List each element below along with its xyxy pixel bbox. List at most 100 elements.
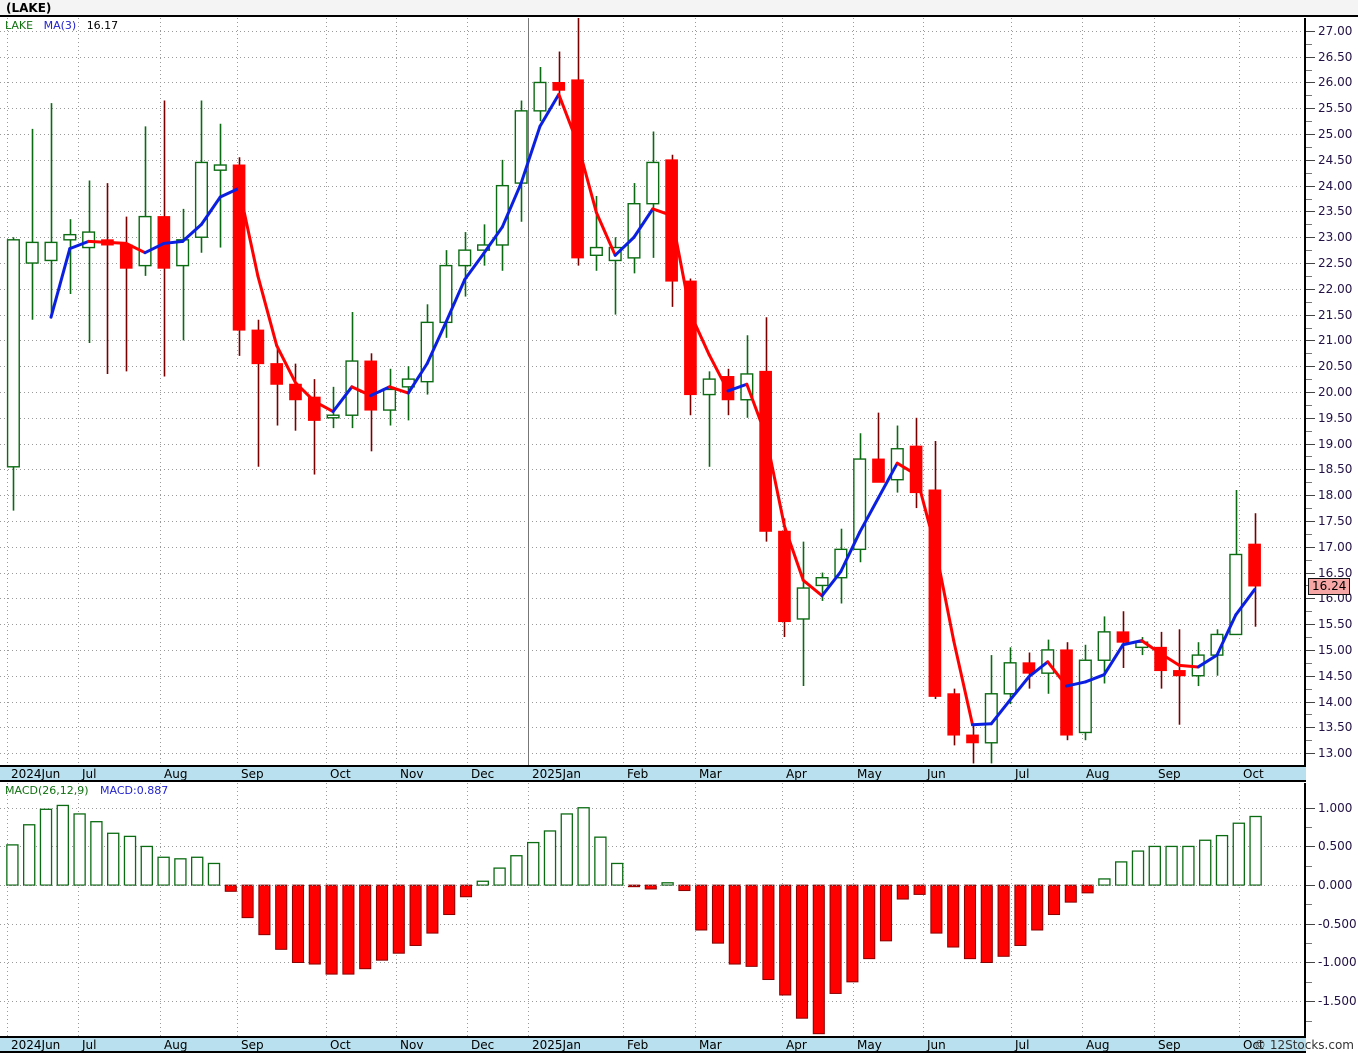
price-plot-area[interactable] bbox=[0, 18, 1304, 766]
price-axis-minor-tick bbox=[1306, 250, 1312, 252]
price-axis-minor-tick bbox=[1306, 714, 1312, 716]
price-axis-tick bbox=[1306, 185, 1315, 187]
date-axis-label: Nov bbox=[400, 767, 424, 781]
price-axis-tick bbox=[1306, 366, 1315, 368]
date-axis-label: Jun bbox=[927, 1038, 946, 1052]
price-axis-label: 22.00 bbox=[1318, 281, 1353, 296]
price-axis-minor-tick bbox=[1306, 198, 1312, 200]
date-axis-top: 2024Jun Jul Aug Sep Oct Nov Dec 2025Jan Feb Mar Ap… bbox=[0, 765, 1306, 782]
price-axis-label: 15.50 bbox=[1318, 617, 1353, 632]
price-axis-label: 14.00 bbox=[1318, 694, 1353, 709]
macd-plot-area[interactable] bbox=[0, 783, 1304, 1036]
price-axis-label: 20.50 bbox=[1318, 359, 1353, 374]
date-axis-label: Dec bbox=[471, 767, 495, 781]
date-axis-label: 2025Jan bbox=[532, 767, 582, 781]
price-axis-minor-tick bbox=[1306, 69, 1312, 71]
date-axis-label: Oct bbox=[330, 767, 351, 781]
price-axis-minor-tick bbox=[1306, 662, 1312, 664]
price-axis-minor-tick bbox=[1306, 224, 1312, 226]
price-axis-tick bbox=[1306, 701, 1315, 703]
date-axis-label: Aug bbox=[1086, 767, 1110, 781]
macd-axis: 1.000 0.500 0.000 -0.500 -1.000 -1.500 bbox=[1306, 783, 1360, 1036]
macd-axis-minor-tick bbox=[1306, 943, 1312, 945]
price-candlestick-svg bbox=[0, 18, 1304, 766]
date-axis-label: Sep bbox=[241, 767, 264, 781]
price-axis-label: 18.00 bbox=[1318, 488, 1353, 503]
macd-axis-tick bbox=[1306, 885, 1315, 887]
price-axis-tick bbox=[1306, 598, 1315, 600]
date-axis-bottom: 2024Jun Jul Aug Sep Oct Nov Dec 2025Jan Feb Mar Ap… bbox=[0, 1036, 1306, 1053]
price-axis-tick bbox=[1306, 314, 1315, 316]
right-gutter bbox=[1358, 0, 1360, 1036]
date-axis-label: Sep bbox=[241, 1038, 264, 1052]
price-axis-label: 21.50 bbox=[1318, 307, 1353, 322]
price-axis-minor-tick bbox=[1306, 430, 1312, 432]
macd-axis-tick bbox=[1306, 1001, 1315, 1003]
date-axis-label: Dec bbox=[471, 1038, 495, 1052]
price-axis-minor-tick bbox=[1306, 172, 1312, 174]
macd-histogram-svg bbox=[0, 783, 1304, 1036]
watermark: © 12Stocks.com bbox=[1254, 1038, 1354, 1052]
price-legend: LAKE MA(3) 16.17 bbox=[5, 19, 118, 32]
price-axis-label: 20.00 bbox=[1318, 385, 1353, 399]
date-axis-label: Mar bbox=[699, 767, 722, 781]
price-axis-label: 23.50 bbox=[1318, 204, 1353, 219]
price-axis-minor-tick bbox=[1306, 508, 1312, 510]
price-axis-minor-tick bbox=[1306, 688, 1312, 690]
price-axis-minor-tick bbox=[1306, 740, 1312, 742]
macd-axis-minor-tick bbox=[1306, 1020, 1312, 1022]
macd-axis-minor-tick bbox=[1306, 904, 1312, 906]
price-axis-tick bbox=[1306, 30, 1315, 32]
date-axis-label: Aug bbox=[164, 767, 188, 781]
price-axis-tick bbox=[1306, 572, 1315, 574]
price-axis-tick bbox=[1306, 417, 1315, 419]
date-axis-label: Sep bbox=[1158, 1038, 1181, 1052]
date-axis-label: Oct bbox=[1243, 1038, 1264, 1052]
date-axis-label: Apr bbox=[786, 767, 807, 781]
price-axis-label: 23.00 bbox=[1318, 230, 1353, 245]
price-axis-tick bbox=[1306, 340, 1315, 342]
date-axis-label: Feb bbox=[627, 767, 649, 781]
macd-axis-label: 1.000 bbox=[1318, 800, 1353, 815]
price-axis-label: 15.00 bbox=[1318, 642, 1353, 657]
price-axis-tick bbox=[1306, 237, 1315, 239]
legend-symbol: LAKE bbox=[5, 19, 34, 32]
price-axis-minor-tick bbox=[1306, 559, 1312, 561]
price-axis-tick bbox=[1306, 675, 1315, 677]
price-axis-label: 17.50 bbox=[1318, 513, 1353, 528]
price-axis-label: 27.00 bbox=[1318, 23, 1353, 38]
date-axis-label: Aug bbox=[164, 1038, 188, 1052]
price-axis-tick bbox=[1306, 469, 1315, 471]
macd-axis-minor-tick bbox=[1306, 865, 1312, 867]
date-axis-label: Aug bbox=[1086, 1038, 1110, 1052]
price-chart-panel[interactable]: LAKE MA(3) 16.17 bbox=[0, 18, 1306, 766]
date-axis-label: May bbox=[857, 767, 882, 781]
date-axis-label: 2024Jun bbox=[11, 1038, 61, 1052]
price-axis-tick bbox=[1306, 108, 1315, 110]
price-axis-minor-tick bbox=[1306, 379, 1312, 381]
price-axis-tick bbox=[1306, 624, 1315, 626]
price-axis-label: 19.50 bbox=[1318, 410, 1353, 425]
price-axis-tick bbox=[1306, 495, 1315, 497]
macd-axis-label: -0.500 bbox=[1318, 916, 1357, 931]
date-axis-label: Oct bbox=[330, 1038, 351, 1052]
price-axis-tick bbox=[1306, 443, 1315, 445]
date-axis-label: Jul bbox=[1015, 1038, 1030, 1052]
macd-chart-panel[interactable]: MACD(26,12,9) MACD:0.887 bbox=[0, 783, 1306, 1036]
macd-axis-label: 0.000 bbox=[1318, 878, 1353, 893]
legend-value: 16.17 bbox=[86, 19, 119, 32]
price-axis-tick bbox=[1306, 288, 1315, 290]
macd-axis-label: -1.500 bbox=[1318, 994, 1357, 1009]
macd-legend: MACD(26,12,9) MACD:0.887 bbox=[5, 784, 168, 797]
price-axis-label: 25.00 bbox=[1318, 127, 1353, 142]
macd-axis-tick bbox=[1306, 807, 1315, 809]
price-axis-minor-tick bbox=[1306, 275, 1312, 277]
price-axis-minor-tick bbox=[1306, 146, 1312, 148]
date-axis-label: Sep bbox=[1158, 767, 1181, 781]
price-axis-minor-tick bbox=[1306, 611, 1312, 613]
price-axis-label: 18.50 bbox=[1318, 462, 1353, 477]
price-axis-tick bbox=[1306, 82, 1315, 84]
macd-axis-label: -1.000 bbox=[1318, 955, 1357, 970]
date-axis-label: Nov bbox=[400, 1038, 424, 1052]
macd-axis-label: 0.500 bbox=[1318, 839, 1353, 854]
